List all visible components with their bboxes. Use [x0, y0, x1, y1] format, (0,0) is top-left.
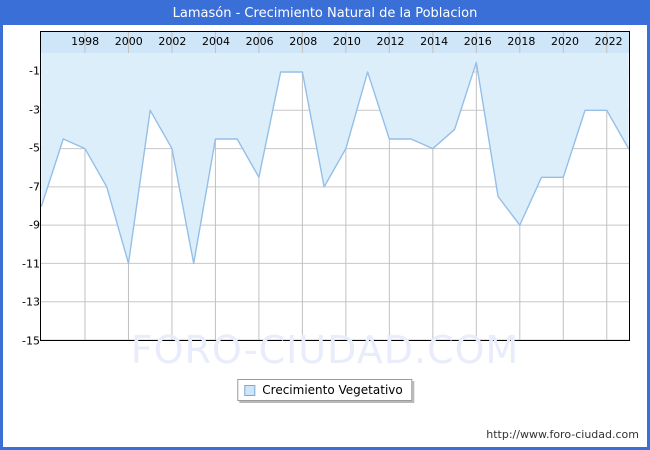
y-axis-tick-label: -3: [29, 103, 40, 117]
x-axis-tick-label: 2010: [332, 35, 361, 48]
x-axis-tick-label: 2002: [158, 35, 187, 48]
x-axis-tick-label: 2018: [507, 35, 536, 48]
y-axis-tick-label: -15: [22, 334, 40, 348]
x-axis-tick-label: 1998: [71, 35, 100, 48]
x-axis-tick-label: 2014: [420, 35, 449, 48]
x-axis-tick-label: 2022: [594, 35, 623, 48]
x-axis-header-band: [41, 32, 629, 53]
x-axis-tick-label: 2006: [245, 35, 274, 48]
y-axis-tick-label: -9: [29, 218, 40, 232]
chart-legend: Crecimiento Vegetativo: [237, 379, 413, 401]
x-axis-tick-label: 2020: [551, 35, 580, 48]
legend-label: Crecimiento Vegetativo: [262, 383, 403, 397]
x-axis-tick-label: 2004: [202, 35, 231, 48]
x-axis-tick-label: 2012: [376, 35, 405, 48]
window-title: Lamasón - Crecimiento Natural de la Pobl…: [3, 3, 647, 25]
plot-canvas: 1998 2000 2002 2004 2006 2008 2010 2012 2014 2016…: [40, 31, 630, 341]
x-axis-tick-label: 2000: [114, 35, 143, 48]
y-axis-tick-label: -11: [22, 257, 40, 271]
x-axis-tick-label: 2016: [463, 35, 492, 48]
y-axis-tick-label: -5: [29, 141, 40, 155]
legend-swatch-icon: [244, 384, 256, 396]
x-axis-tick-label: 2008: [289, 35, 318, 48]
y-axis-tick-label: -1: [29, 64, 40, 78]
y-axis-labels: -1 -3 -5 -7 -9 -11 -13 -15: [3, 31, 40, 348]
plot-area: 1998 2000 2002 2004 2006 2008 2010 2012 2014 2016…: [40, 31, 630, 341]
source-url: http://www.foro-ciudad.com: [486, 428, 639, 441]
y-axis-tick-label: -13: [22, 295, 40, 309]
y-axis-tick-label: -7: [29, 180, 40, 194]
line-chart-svg: [41, 32, 629, 340]
